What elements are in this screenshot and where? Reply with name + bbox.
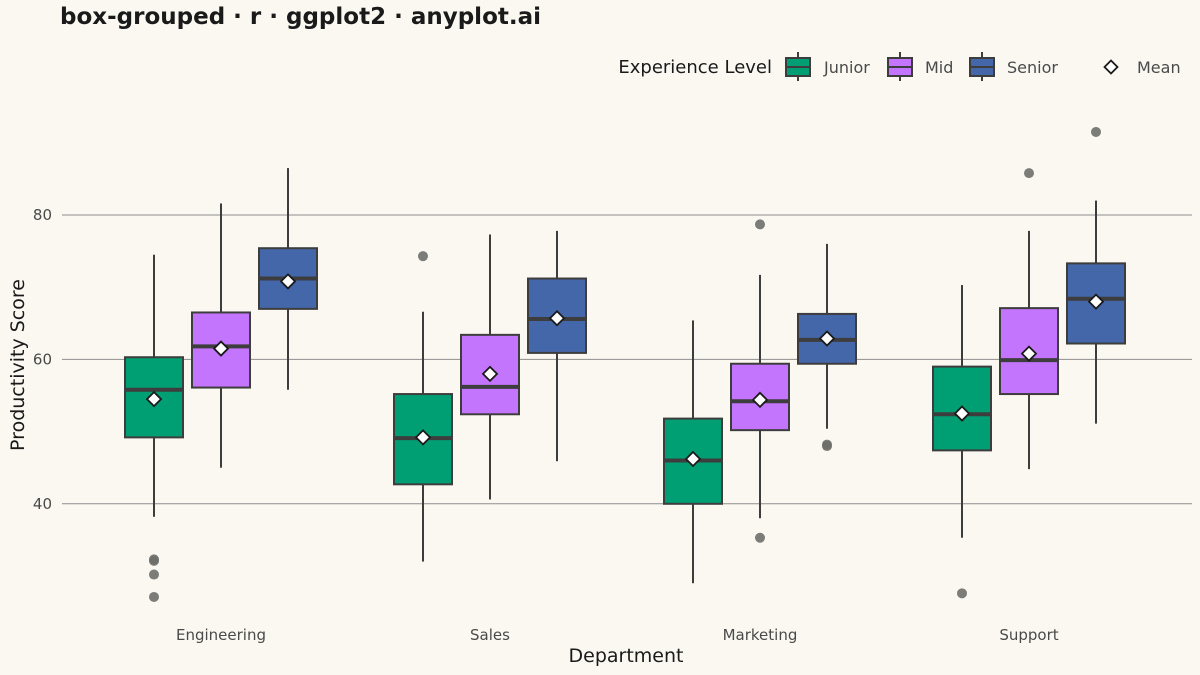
- outlier-point: [418, 251, 428, 262]
- box-junior-support: [932, 285, 992, 599]
- legend-key-senior: [969, 52, 995, 81]
- mean-marker: [212, 340, 230, 357]
- box-junior-marketing: [663, 320, 723, 584]
- y-tick-label: 40: [33, 495, 52, 513]
- outlier-point: [755, 532, 765, 543]
- box-junior-sales: [393, 251, 453, 562]
- mean-marker: [684, 450, 702, 468]
- outlier-point: [822, 441, 832, 452]
- x-axis-ticks: Engineering Sales Marketing Support: [176, 626, 1059, 644]
- x-tick-label: Sales: [470, 626, 510, 644]
- outlier-point: [957, 588, 967, 599]
- outlier-point: [149, 569, 159, 580]
- x-tick-label: Support: [999, 626, 1058, 644]
- box-senior-support: [1066, 126, 1126, 424]
- outlier-point: [149, 555, 159, 566]
- legend-key-mid: [887, 52, 913, 81]
- box-mid-engineering: [191, 203, 251, 468]
- legend-label-senior: Senior: [1007, 58, 1058, 77]
- mean-marker: [548, 309, 566, 327]
- legend-mean-icon: [1103, 59, 1119, 75]
- box-junior-engineering: [124, 254, 184, 602]
- outlier-point: [755, 219, 765, 230]
- mean-marker: [953, 405, 971, 422]
- y-axis-ticks: 40 60 80: [33, 206, 52, 513]
- legend: Experience Level Junior Mid Senior Mean: [618, 52, 1181, 81]
- box-senior-marketing: [797, 243, 857, 452]
- outlier-point: [1024, 168, 1034, 179]
- mean-marker: [818, 330, 836, 347]
- mean-marker: [145, 390, 163, 408]
- legend-key-junior: [785, 52, 811, 81]
- mean-marker: [414, 429, 432, 446]
- x-axis-title: Department: [569, 645, 684, 667]
- box-mid-sales: [460, 234, 520, 500]
- mean-marker: [1020, 345, 1038, 362]
- y-axis-title: Productivity Score: [7, 279, 29, 451]
- x-tick-label: Marketing: [723, 626, 798, 644]
- mean-marker: [481, 365, 499, 383]
- legend-label-mean: Mean: [1137, 58, 1181, 77]
- box-mid-marketing: [730, 219, 790, 543]
- mean-marker: [1087, 293, 1105, 310]
- y-tick-label: 80: [33, 206, 52, 224]
- box-mid-support: [999, 168, 1059, 470]
- box-senior-engineering: [258, 168, 318, 390]
- legend-label-junior: Junior: [823, 58, 870, 77]
- legend-label-mid: Mid: [925, 58, 953, 77]
- mean-marker: [751, 391, 769, 409]
- box-groups: [124, 126, 1126, 602]
- x-tick-label: Engineering: [176, 626, 266, 644]
- outlier-point: [1091, 126, 1101, 137]
- mean-marker: [279, 273, 297, 290]
- chart-title: box-grouped · r · ggplot2 · anyplot.ai: [60, 4, 542, 30]
- box-senior-sales: [527, 230, 587, 462]
- y-tick-label: 60: [33, 350, 52, 368]
- legend-title: Experience Level: [618, 57, 772, 78]
- outlier-point: [149, 591, 159, 602]
